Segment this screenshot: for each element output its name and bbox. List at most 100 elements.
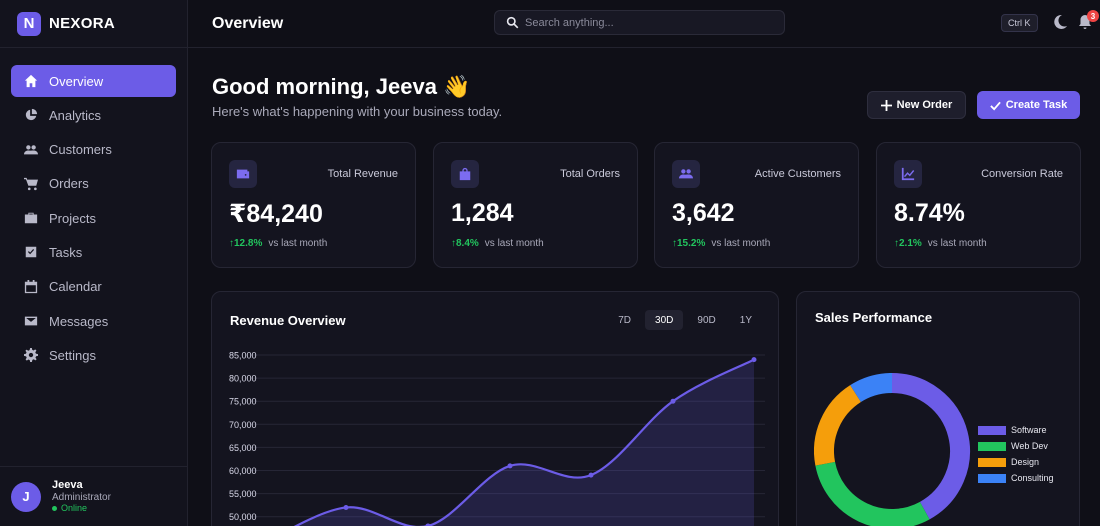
user-role: Administrator <box>52 491 111 503</box>
y-tick-label: 85,000 <box>229 351 257 361</box>
chart-legend: Software Web Dev Design Consulting <box>978 422 1054 486</box>
donut-slice[interactable] <box>815 461 930 526</box>
data-point[interactable] <box>425 523 431 526</box>
user-status: Online <box>52 503 111 513</box>
users-icon <box>23 142 39 158</box>
create-task-button[interactable]: Create Task <box>977 91 1080 119</box>
legend-swatch <box>978 425 1006 435</box>
sidebar-item-label: Calendar <box>49 279 102 295</box>
legend-swatch <box>978 457 1006 467</box>
stat-delta: ↑8.4% vs last month <box>451 238 544 249</box>
panel-title: Revenue Overview <box>230 313 346 328</box>
briefcase-icon <box>23 210 39 226</box>
trend-icon <box>894 160 922 188</box>
new-order-button[interactable]: New Order <box>867 91 966 119</box>
donut-slice[interactable] <box>891 373 970 520</box>
tab-30d[interactable]: 30D <box>645 310 684 330</box>
arrow-up-icon: ↑12.8% <box>229 238 263 249</box>
stat-label: Total Revenue <box>327 168 398 180</box>
arrow-up-icon: ↑2.1% <box>894 238 922 249</box>
bag-icon <box>451 160 479 188</box>
revenue-chart: 85,000 80,000 75,000 70,000 65,000 60,000 55,0… <box>229 351 765 526</box>
stat-card-revenue: Total Revenue ₹84,240 ↑12.8% vs last mont… <box>211 142 416 268</box>
tab-7d[interactable]: 7D <box>618 314 632 326</box>
search-icon <box>506 16 519 29</box>
legend-item: Software <box>978 422 1054 438</box>
plus-icon <box>880 99 892 111</box>
stat-value: 3,642 <box>672 199 735 227</box>
greeting-subtitle: Here's what's happening with your busine… <box>212 104 503 119</box>
stat-delta: ↑12.8% vs last month <box>229 238 328 249</box>
sales-performance-panel: Sales Performance Software Web Dev Design C… <box>796 291 1080 526</box>
pie-chart-icon <box>23 107 39 123</box>
sidebar-item-calendar[interactable]: Calendar <box>11 271 176 303</box>
user-name: Jeeva <box>52 479 83 492</box>
sidebar-item-messages[interactable]: Messages <box>11 305 176 337</box>
sidebar-item-label: Projects <box>49 210 96 226</box>
stat-delta: ↑2.1% vs last month <box>894 238 987 249</box>
sidebar-item-settings[interactable]: Settings <box>11 339 176 371</box>
arrow-up-icon: ↑15.2% <box>672 238 706 249</box>
legend-label: Consulting <box>1011 473 1054 483</box>
brand-logo: N <box>17 11 41 36</box>
sidebar-item-analytics[interactable]: Analytics <box>11 99 176 131</box>
stat-label: Active Customers <box>754 168 841 180</box>
panel-title: Sales Performance <box>815 310 933 325</box>
sidebar-item-tasks[interactable]: Tasks <box>11 236 176 268</box>
brand-name: NEXORA <box>49 15 115 32</box>
sidebar-nav: Overview Analytics Customers Orders Proj… <box>0 48 187 371</box>
y-tick-label: 75,000 <box>229 397 257 407</box>
sidebar-item-label: Analytics <box>49 107 102 123</box>
stat-label: Conversion Rate <box>981 168 1063 180</box>
users-icon <box>672 160 700 188</box>
y-tick-label: 55,000 <box>229 489 257 499</box>
data-point[interactable] <box>588 472 594 478</box>
data-point[interactable] <box>507 463 513 469</box>
avatar: J <box>11 481 41 512</box>
stat-value: 8.74% <box>894 199 965 227</box>
sidebar-item-label: Settings <box>49 347 96 363</box>
sidebar-item-label: Orders <box>49 176 89 192</box>
brand[interactable]: N NEXORA <box>0 0 187 48</box>
tab-90d[interactable]: 90D <box>697 314 716 326</box>
data-point[interactable] <box>670 398 676 404</box>
y-tick-label: 60,000 <box>229 466 257 476</box>
sidebar-item-projects[interactable]: Projects <box>11 202 176 234</box>
donut-slice[interactable] <box>850 373 893 403</box>
search-input[interactable] <box>525 16 765 29</box>
search-box[interactable] <box>494 10 785 35</box>
envelope-icon <box>23 313 39 329</box>
donut-slice[interactable] <box>814 385 862 466</box>
revenue-area <box>296 359 754 526</box>
page-title: Overview <box>212 14 284 32</box>
stat-delta: ↑15.2% vs last month <box>672 238 771 249</box>
create-task-label: Create Task <box>1005 99 1068 111</box>
bell-icon[interactable]: 3 <box>1077 10 1099 30</box>
sidebar-item-label: Overview <box>49 73 104 89</box>
legend-item: Design <box>978 454 1054 470</box>
sidebar-item-orders[interactable]: Orders <box>11 168 176 200</box>
sidebar: N NEXORA Overview Analytics Customers Or… <box>0 0 188 526</box>
y-tick-label: 50,000 <box>229 512 257 522</box>
stat-label: Total Orders <box>560 168 620 180</box>
user-profile[interactable]: J Jeeva Administrator Online <box>0 466 187 526</box>
y-tick-label: 65,000 <box>229 443 257 453</box>
check-icon <box>989 101 1001 111</box>
data-point[interactable] <box>343 504 349 510</box>
legend-item: Web Dev <box>978 438 1054 454</box>
legend-label: Web Dev <box>1011 441 1048 451</box>
legend-swatch <box>978 441 1006 451</box>
data-point[interactable] <box>751 357 757 363</box>
stat-value: ₹84,240 <box>229 200 323 228</box>
stat-card-customers: Active Customers 3,642 ↑15.2% vs last mon… <box>654 142 859 268</box>
greeting-heading: Good morning, Jeeva 👋 <box>212 74 471 99</box>
moon-icon[interactable] <box>1052 14 1068 30</box>
tab-1y[interactable]: 1Y <box>739 314 752 326</box>
new-order-label: New Order <box>896 99 953 111</box>
legend-label: Software <box>1011 425 1047 435</box>
sidebar-item-overview[interactable]: Overview <box>11 65 176 97</box>
home-icon <box>23 73 39 89</box>
cart-icon <box>23 176 39 192</box>
sidebar-item-customers[interactable]: Customers <box>11 134 176 166</box>
